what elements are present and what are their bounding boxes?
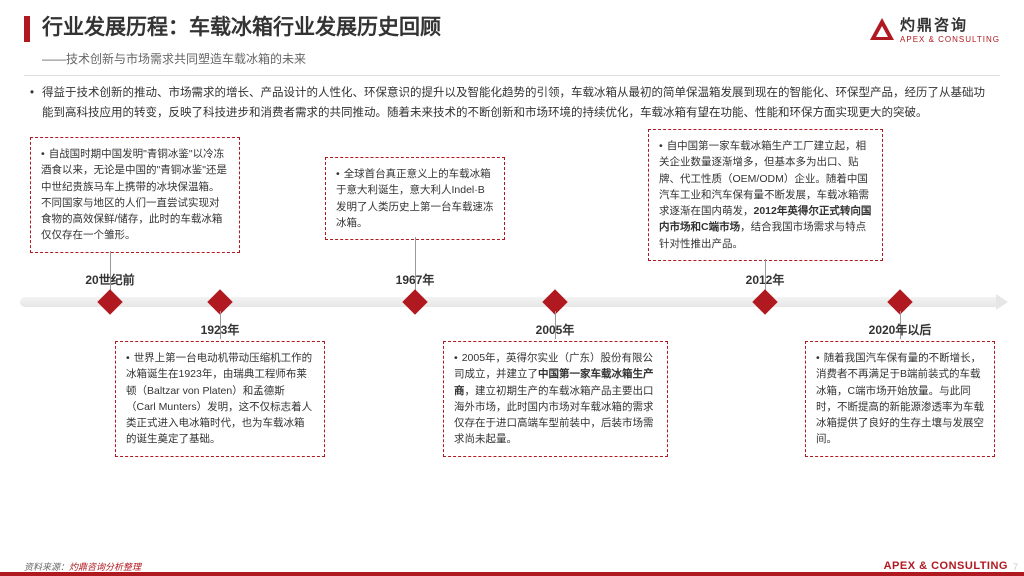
- timeline-text: 自战国时期中国发明"青铜冰鉴"以冷冻酒食以来，无论是中国的"青铜冰鉴"还是中世纪…: [41, 148, 227, 241]
- timeline-box: •随着我国汽车保有量的不断增长，消费者不再满足于B端前装式的车载冰箱，C端市场开…: [805, 341, 995, 457]
- title-block: 行业发展历程：车载冰箱行业发展历史回顾: [24, 14, 441, 42]
- timeline-box: •自中国第一家车载冰箱生产工厂建立起，相关企业数量逐渐增多，但基本多为出口、贴牌…: [648, 129, 883, 261]
- timeline-text: 全球首台真正意义上的车载冰箱于意大利诞生，意大利人Indel·B发明了人类历史上…: [336, 168, 494, 229]
- timeline-box: •世界上第一台电动机带动压缩机工作的冰箱诞生在1923年，由瑞典工程师布莱顿（B…: [115, 341, 325, 457]
- source-value: 灼鼎咨询分析整理: [69, 562, 141, 572]
- page-number: 7: [1013, 562, 1018, 572]
- source-citation: 资料来源：灼鼎咨询分析整理: [24, 560, 141, 573]
- timeline-text: 世界上第一台电动机带动压缩机工作的冰箱诞生在1923年，由瑞典工程师布莱顿（Ba…: [126, 352, 312, 445]
- timeline-box: •全球首台真正意义上的车载冰箱于意大利诞生，意大利人Indel·B发明了人类历史…: [325, 157, 505, 240]
- timeline-node: [402, 289, 427, 314]
- timeline-text: 随着我国汽车保有量的不断增长，消费者不再满足于B端前装式的车载冰箱，C端市场开始…: [816, 352, 984, 445]
- timeline-connector: [765, 259, 766, 293]
- logo-cn: 灼鼎咨询: [900, 14, 1000, 35]
- timeline-text: 自中国第一家车载冰箱生产工厂建立起，相关企业数量逐渐增多，但基本多为出口、贴牌、…: [659, 140, 871, 250]
- intro-paragraph: • 得益于技术创新的推动、市场需求的增长、产品设计的人性化、环保意识的提升以及智…: [0, 84, 1024, 129]
- timeline-connector: [415, 237, 416, 293]
- timeline-connector: [110, 251, 111, 293]
- footer-brand: APEX & CONSULTING: [884, 560, 1008, 572]
- title-accent-bar: [24, 16, 30, 42]
- slide-header: 行业发展历程：车载冰箱行业发展历史回顾 灼鼎咨询 APEX & CONSULTI…: [0, 0, 1024, 50]
- intro-text: 得益于技术创新的推动、市场需求的增长、产品设计的人性化、环保意识的提升以及智能化…: [42, 84, 994, 123]
- divider: [24, 75, 1000, 76]
- source-label: 资料来源：: [24, 562, 69, 572]
- logo-text: 灼鼎咨询 APEX & CONSULTING: [900, 14, 1000, 44]
- footer-accent-bar: [0, 572, 1024, 576]
- bullet-dot: •: [30, 84, 34, 123]
- page-title: 行业发展历程：车载冰箱行业发展历史回顾: [42, 14, 441, 41]
- timeline-node: [97, 289, 122, 314]
- timeline-text: 2005年，英得尔实业（广东）股份有限公司成立，并建立了中国第一家车载冰箱生产商…: [454, 352, 654, 445]
- timeline-year: 2020年以后: [850, 321, 950, 338]
- logo-icon: [870, 18, 894, 40]
- timeline-box: •2005年，英得尔实业（广东）股份有限公司成立，并建立了中国第一家车载冰箱生产…: [443, 341, 668, 457]
- timeline: •自战国时期中国发明"青铜冰鉴"以冷冻酒食以来，无论是中国的"青铜冰鉴"还是中世…: [20, 129, 1004, 469]
- logo-en: APEX & CONSULTING: [900, 35, 1000, 44]
- brand-logo: 灼鼎咨询 APEX & CONSULTING: [870, 14, 1000, 44]
- timeline-year: 1923年: [170, 321, 270, 338]
- timeline-axis: [20, 297, 1004, 307]
- timeline-box: •自战国时期中国发明"青铜冰鉴"以冷冻酒食以来，无论是中国的"青铜冰鉴"还是中世…: [30, 137, 240, 253]
- page-subtitle: ——技术创新与市场需求共同塑造车载冰箱的未来: [0, 50, 1024, 71]
- timeline-year: 2005年: [505, 321, 605, 338]
- timeline-node: [752, 289, 777, 314]
